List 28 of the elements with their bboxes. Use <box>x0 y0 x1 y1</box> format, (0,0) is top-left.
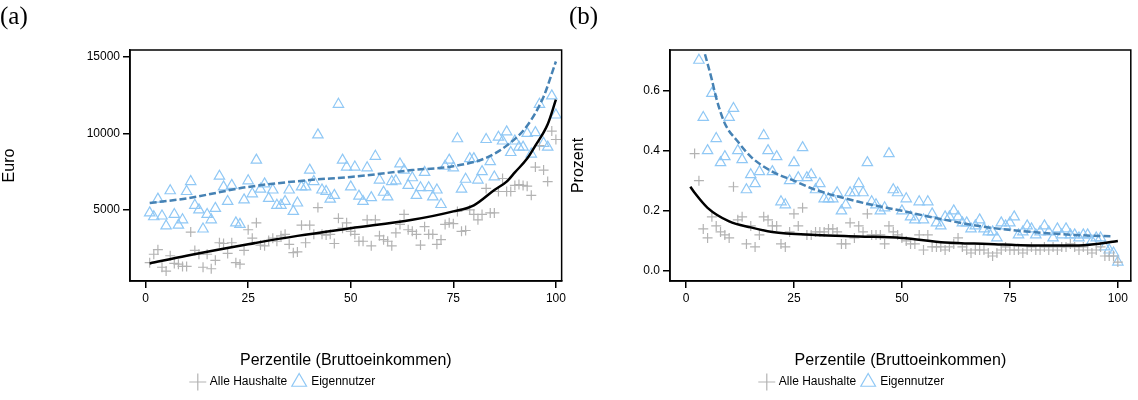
legend-label: Alle Haushalte <box>209 374 288 389</box>
x-tick-label: 100 <box>545 290 567 305</box>
legend-label: Eigennutzer <box>880 374 945 389</box>
x-tick-label: 100 <box>1107 290 1129 305</box>
y-tick-label: 10000 <box>86 125 121 140</box>
x-tick-label: 25 <box>241 290 256 305</box>
x-axis-title: Perzentile (Bruttoeinkommen) <box>794 350 1007 368</box>
x-tick-label: 75 <box>446 290 461 305</box>
x-tick-label: 0 <box>682 290 690 305</box>
y-tick-label: 0.6 <box>643 82 661 97</box>
x-tick-label: 0 <box>142 290 150 305</box>
y-axis-title: Prozent <box>569 137 587 194</box>
y-tick-label: 0.4 <box>643 142 661 157</box>
x-tick-label: 50 <box>344 290 358 305</box>
y-tick-label: 0.0 <box>643 263 661 278</box>
y-tick-label: 0.2 <box>643 203 661 218</box>
y-tick-label: 5000 <box>93 202 121 217</box>
y-tick-label: 15000 <box>86 49 121 64</box>
chart-title: (a) <box>0 1 28 30</box>
x-axis-title: Perzentile (Bruttoeinkommen) <box>240 350 452 368</box>
legend-label: Eigennutzer <box>311 374 376 389</box>
y-axis-title: Euro <box>0 148 18 183</box>
line-series <box>689 185 1120 247</box>
x-tick-label: 50 <box>895 290 909 305</box>
chart-title: (b) <box>569 1 599 30</box>
x-tick-label: 25 <box>787 290 801 305</box>
x-tick-label: 75 <box>1003 290 1017 305</box>
legend-label: Alle Haushalte <box>778 374 857 389</box>
